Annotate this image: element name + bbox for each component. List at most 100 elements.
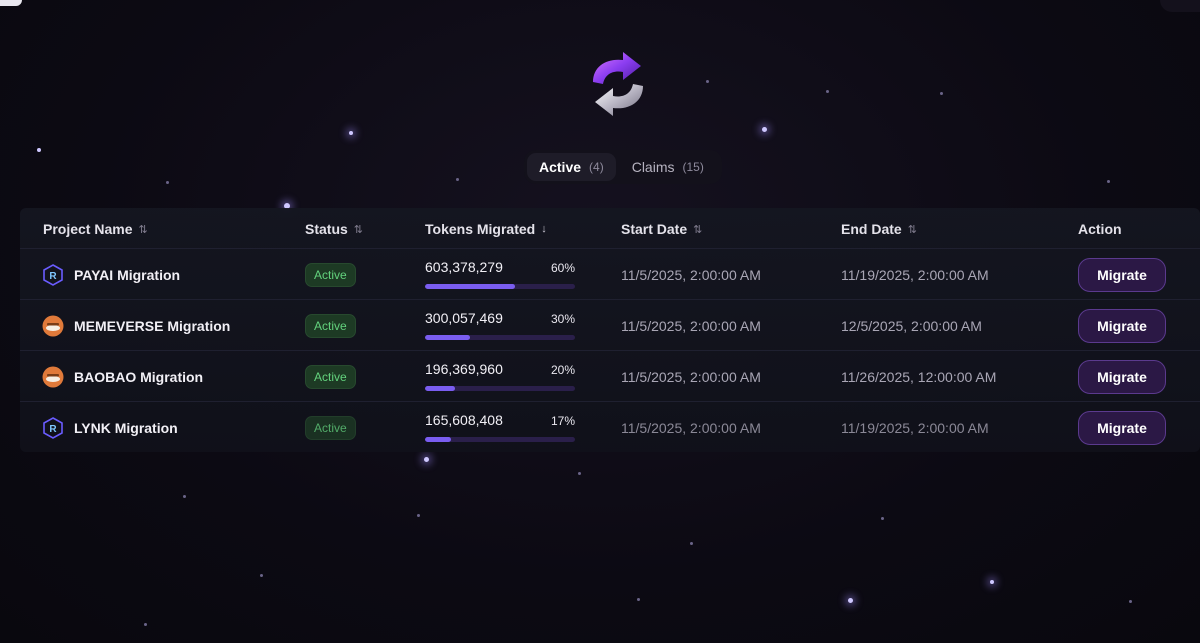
action-cell: Migrate — [1078, 351, 1166, 402]
swap-arrows-logo-icon — [593, 52, 643, 116]
progress-bar-fill — [425, 284, 515, 289]
star-decoration — [762, 127, 767, 132]
start-date: 11/5/2025, 2:00:00 AM — [621, 368, 761, 385]
tokens-migrated-percent: 20% — [550, 363, 575, 377]
column-header-status[interactable]: Status ⇅ — [305, 221, 363, 237]
status-badge: Active — [305, 313, 356, 338]
progress-bar — [425, 335, 575, 340]
status-cell: Active — [305, 402, 356, 453]
project-cell: BAOBAO Migration — [42, 351, 203, 402]
star-decoration — [881, 517, 884, 520]
column-header-status-label: Status — [305, 221, 348, 237]
action-cell: Migrate — [1078, 402, 1166, 453]
tokens-cell: 300,057,469 30% — [425, 300, 575, 351]
column-header-end-label: End Date — [841, 221, 902, 237]
migrate-button[interactable]: Migrate — [1078, 308, 1166, 343]
column-header-end[interactable]: End Date ⇅ — [841, 221, 917, 237]
svg-text:R: R — [49, 271, 57, 282]
star-decoration — [1129, 600, 1132, 603]
migrate-button[interactable]: Migrate — [1078, 410, 1166, 445]
column-header-action: Action — [1078, 221, 1122, 237]
sort-icon: ⇅ — [138, 223, 148, 236]
window-corner-right — [1160, 0, 1200, 12]
star-decoration — [424, 457, 429, 462]
window-corner — [0, 0, 22, 6]
tokens-migrated-amount: 196,369,960 — [425, 361, 503, 377]
table-row: BAOBAO Migration Active 196,369,960 20% … — [20, 350, 1200, 401]
tab-claims[interactable]: Claims (15) — [620, 153, 716, 181]
tokens-migrated-percent: 30% — [550, 312, 575, 326]
start-date: 11/5/2025, 2:00:00 AM — [621, 419, 761, 436]
start-date: 11/5/2025, 2:00:00 AM — [621, 266, 761, 283]
status-cell: Active — [305, 249, 356, 300]
status-cell: Active — [305, 300, 356, 351]
migrate-button[interactable]: Migrate — [1078, 257, 1166, 292]
project-cell: R PAYAI Migration — [42, 249, 180, 300]
status-badge: Active — [305, 262, 356, 287]
sort-icon: ⇅ — [693, 223, 703, 236]
status-badge: Active — [305, 364, 356, 389]
sort-icon: ⇅ — [353, 223, 364, 236]
column-header-project-label: Project Name — [43, 221, 133, 237]
project-name: LYNK Migration — [74, 419, 178, 436]
column-header-tokens-label: Tokens Migrated — [425, 221, 536, 237]
svg-text:R: R — [49, 424, 57, 435]
column-header-start[interactable]: Start Date ⇅ — [621, 221, 702, 237]
column-header-start-label: Start Date — [621, 221, 688, 237]
progress-bar-fill — [425, 386, 455, 391]
project-name: BAOBAO Migration — [74, 368, 204, 385]
star-decoration — [1107, 180, 1110, 183]
end-date: 11/19/2025, 2:00:00 AM — [841, 419, 989, 436]
column-header-project[interactable]: Project Name ⇅ — [43, 221, 148, 237]
tab-claims-label: Claims — [631, 159, 675, 175]
raydium-icon: R — [42, 263, 64, 286]
tokens-cell: 603,378,279 60% — [425, 249, 575, 300]
tab-active-label: Active — [539, 159, 582, 175]
action-cell: Migrate — [1078, 300, 1166, 351]
project-cell: MEMEVERSE Migration — [42, 300, 230, 351]
table-row: R LYNK Migration Active 165,608,408 17% … — [20, 401, 1200, 452]
progress-bar — [425, 284, 575, 289]
tab-bar: Active (4) Claims (15) — [524, 150, 722, 184]
tokens-cell: 196,369,960 20% — [425, 351, 575, 402]
star-decoration — [349, 131, 353, 135]
migrate-button[interactable]: Migrate — [1078, 359, 1166, 394]
column-header-tokens[interactable]: Tokens Migrated ↓ — [425, 221, 547, 237]
star-decoration — [166, 181, 169, 184]
table-row: MEMEVERSE Migration Active 300,057,469 3… — [20, 299, 1200, 350]
status-cell: Active — [305, 351, 356, 402]
tokens-migrated-amount: 603,378,279 — [425, 259, 503, 275]
progress-bar — [425, 386, 575, 391]
migrations-table: Project Name ⇅ Status ⇅ Tokens Migrated … — [20, 208, 1200, 452]
star-decoration — [183, 495, 186, 498]
progress-bar-fill — [425, 437, 451, 442]
tab-active[interactable]: Active (4) — [527, 153, 616, 181]
tab-active-count: (4) — [589, 160, 604, 174]
star-decoration — [706, 80, 709, 83]
tokens-migrated-percent: 17% — [550, 414, 575, 428]
sort-icon: ⇅ — [907, 223, 917, 236]
star-decoration — [456, 178, 459, 181]
tokens-migrated-percent: 60% — [550, 261, 575, 275]
star-decoration — [990, 580, 994, 584]
star-decoration — [144, 623, 147, 626]
star-decoration — [848, 598, 853, 603]
end-date: 12/5/2025, 2:00:00 AM — [841, 317, 982, 334]
star-decoration — [37, 148, 41, 152]
status-badge: Active — [305, 415, 356, 440]
star-decoration — [284, 203, 290, 209]
tokens-migrated-amount: 165,608,408 — [425, 412, 503, 428]
table-header: Project Name ⇅ Status ⇅ Tokens Migrated … — [20, 208, 1200, 250]
progress-bar — [425, 437, 575, 442]
sort-descending-icon: ↓ — [541, 223, 547, 235]
star-decoration — [260, 574, 263, 577]
project-name: PAYAI Migration — [74, 266, 181, 283]
star-decoration — [417, 514, 420, 517]
star-decoration — [578, 472, 581, 475]
project-name: MEMEVERSE Migration — [74, 317, 231, 334]
tab-claims-count: (15) — [682, 160, 704, 174]
orange-avatar-icon — [42, 315, 64, 337]
table-row: R PAYAI Migration Active 603,378,279 60%… — [20, 248, 1200, 299]
start-date: 11/5/2025, 2:00:00 AM — [621, 317, 761, 334]
star-decoration — [637, 598, 640, 601]
